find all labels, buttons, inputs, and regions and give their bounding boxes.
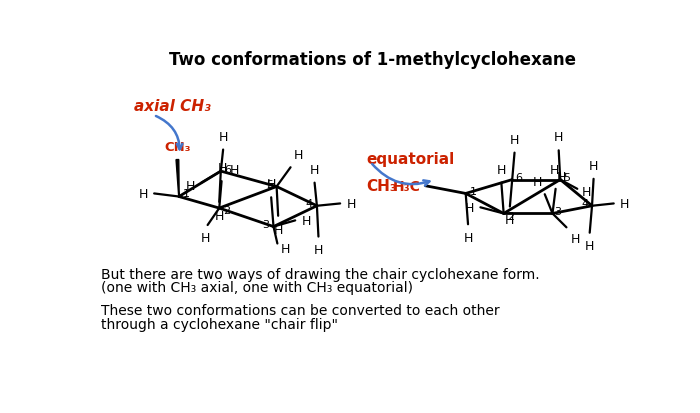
Text: H: H: [201, 232, 210, 244]
Text: H: H: [589, 159, 598, 173]
Text: 2: 2: [507, 211, 514, 221]
Text: But there are two ways of drawing the chair cyclohexane form.: But there are two ways of drawing the ch…: [102, 267, 540, 281]
Text: H: H: [505, 214, 514, 227]
Text: H: H: [510, 133, 519, 146]
Text: 6: 6: [515, 173, 522, 183]
Text: H: H: [585, 239, 594, 252]
Text: H: H: [620, 197, 629, 211]
Text: axial CH₃: axial CH₃: [134, 99, 211, 114]
Text: 1: 1: [183, 188, 190, 198]
Text: H₃C: H₃C: [393, 179, 421, 193]
Text: 6: 6: [224, 164, 231, 174]
Text: H: H: [215, 209, 224, 222]
Text: 1: 1: [470, 187, 477, 197]
Text: H: H: [465, 201, 474, 214]
Text: These two conformations can be converted to each other: These two conformations can be converted…: [102, 303, 500, 317]
Text: H: H: [557, 170, 566, 183]
Text: CH₃: CH₃: [164, 140, 190, 153]
Text: H: H: [550, 163, 559, 176]
Text: equatorial: equatorial: [367, 151, 455, 166]
Text: (one with CH₃ axial, one with CH₃ equatorial): (one with CH₃ axial, one with CH₃ equato…: [102, 281, 414, 294]
Text: CH₃: CH₃: [367, 178, 397, 194]
Text: H: H: [274, 223, 283, 236]
Text: H: H: [532, 176, 542, 189]
Text: H: H: [554, 131, 564, 144]
Text: 4: 4: [581, 199, 588, 209]
Text: 4: 4: [305, 199, 312, 209]
Text: H: H: [218, 131, 228, 144]
Text: 5: 5: [266, 180, 273, 190]
Text: H: H: [139, 188, 148, 200]
Text: H: H: [497, 163, 506, 176]
Text: Two conformations of 1-methylcyclohexane: Two conformations of 1-methylcyclohexane: [169, 51, 576, 69]
Polygon shape: [176, 160, 179, 197]
Text: H: H: [186, 180, 195, 193]
Text: 3: 3: [554, 206, 561, 217]
Text: H: H: [310, 163, 319, 176]
Text: H: H: [281, 243, 290, 256]
Text: 2: 2: [223, 206, 230, 216]
Text: 5: 5: [564, 173, 570, 183]
Text: H: H: [302, 214, 311, 227]
Text: through a cyclohexane "chair flip": through a cyclohexane "chair flip": [102, 317, 339, 331]
Text: H: H: [570, 233, 580, 245]
Text: H: H: [230, 164, 239, 177]
Text: H: H: [294, 149, 303, 162]
Text: H: H: [267, 178, 276, 191]
Text: H: H: [346, 197, 356, 211]
Text: 3: 3: [262, 220, 270, 230]
Text: H: H: [463, 232, 473, 244]
Text: H: H: [314, 244, 323, 257]
Text: H: H: [582, 186, 591, 199]
Text: H: H: [218, 162, 227, 175]
